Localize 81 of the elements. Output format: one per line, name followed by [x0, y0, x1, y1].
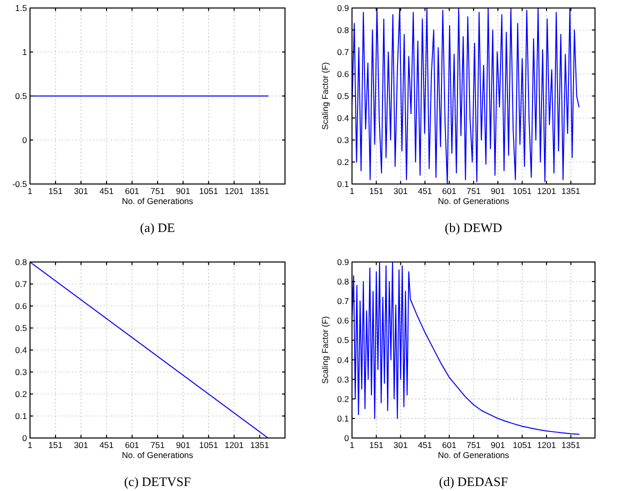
x-axis-title: No. of Generations — [438, 196, 510, 206]
x-tick-label: 301 — [74, 186, 88, 196]
line-series — [352, 8, 580, 184]
y-tick-label: 0.3 — [15, 367, 28, 377]
y-tick-label: 0.9 — [337, 3, 350, 13]
y-tick-label: 0.5 — [15, 323, 28, 333]
y-tick-label: 0 — [22, 433, 28, 443]
x-tick-label: 601 — [124, 186, 140, 196]
y-axis-title: Scaling Factor (F) — [320, 62, 330, 130]
y-tick-label: 0.8 — [337, 276, 350, 287]
line-series — [352, 262, 580, 435]
x-tick-label: 151 — [48, 186, 63, 196]
y-tick-label: 0.5 — [337, 335, 350, 346]
y-tick-label: 0.1 — [15, 411, 28, 421]
y-tick-label: -0.5 — [12, 179, 28, 189]
x-tick-label: 1051 — [512, 186, 532, 196]
text: (d) DEDASF — [439, 474, 508, 489]
y-tick-label: 0 — [22, 135, 28, 145]
y-tick-label: 0.4 — [15, 345, 28, 355]
x-axis-title: No. of Generations — [122, 450, 194, 460]
y-tick-label: 0.7 — [337, 47, 350, 57]
y-tick-label: 0.5 — [15, 91, 28, 101]
x-tick-label: 751 — [466, 440, 481, 450]
x-tick-label: 601 — [442, 440, 457, 450]
y-tick-label: 0.8 — [15, 257, 28, 267]
x-tick-label: 1351 — [250, 186, 270, 196]
y-tick-label: 0.8 — [337, 25, 350, 35]
x-tick-label: 151 — [48, 440, 63, 450]
text: (a) DE — [140, 220, 176, 235]
x-tick-label: 1351 — [250, 440, 270, 450]
x-tick-label: 1051 — [199, 440, 218, 450]
x-tick-label: 451 — [99, 186, 114, 196]
x-axis-title: No. of Generations — [122, 196, 194, 206]
y-tick-label: 0.7 — [337, 296, 350, 306]
x-tick-label: 451 — [418, 440, 432, 450]
x-tick-label: 901 — [490, 440, 506, 450]
text: (b) DEWD — [444, 220, 502, 235]
x-tick-label: 1051 — [512, 440, 532, 450]
y-tick-label: 1 — [22, 47, 28, 57]
y-tick-label: 0.4 — [337, 354, 350, 365]
x-tick-label: 301 — [394, 186, 408, 196]
x-axis-title: No. of Generations — [438, 450, 510, 460]
x-tick-label: 151 — [369, 186, 384, 196]
x-tick-label: 1351 — [561, 440, 581, 450]
x-tick-label: 451 — [99, 440, 114, 450]
text: (c) DETVSF — [124, 474, 191, 489]
y-tick-label: 0.6 — [337, 316, 350, 326]
x-tick-label: 301 — [394, 440, 408, 450]
x-tick-label: 901 — [490, 186, 506, 196]
y-axis-title: Scaling Factor (F) — [320, 316, 330, 384]
x-tick-label: 1201 — [224, 186, 244, 196]
x-tick-label: 751 — [466, 186, 481, 196]
y-tick-label: 1.5 — [15, 3, 28, 13]
y-tick-label: 0.6 — [337, 69, 350, 79]
y-tick-label: 0.9 — [337, 257, 350, 267]
y-tick-label: 0.2 — [15, 389, 28, 399]
y-tick-label: 0 — [344, 433, 350, 443]
x-tick-label: 751 — [150, 186, 165, 196]
y-tick-label: 0.1 — [337, 179, 350, 189]
y-tick-label: 0.6 — [15, 301, 28, 311]
y-tick-label: 0.2 — [337, 394, 350, 404]
x-tick-label: 1051 — [199, 186, 218, 196]
y-tick-label: 0.2 — [337, 157, 350, 167]
x-tick-label: 901 — [176, 186, 190, 196]
y-tick-label: 0.4 — [337, 113, 350, 123]
x-tick-label: 301 — [74, 440, 88, 450]
x-tick-label: 1351 — [561, 186, 581, 196]
x-tick-label: 1201 — [537, 440, 556, 450]
x-tick-label: 601 — [442, 186, 457, 196]
y-tick-label: 0.5 — [337, 91, 350, 101]
y-tick-label: 0.3 — [337, 135, 350, 145]
y-tick-label: 0.3 — [337, 374, 350, 384]
x-tick-label: 751 — [150, 440, 165, 450]
x-tick-label: 1201 — [537, 186, 556, 196]
x-tick-label: 1201 — [224, 440, 244, 450]
y-tick-label: 0.1 — [337, 413, 350, 424]
x-tick-label: 451 — [418, 186, 432, 196]
x-tick-label: 601 — [124, 440, 140, 450]
y-tick-label: 0.7 — [15, 279, 28, 289]
x-tick-label: 901 — [176, 440, 190, 450]
x-tick-label: 151 — [369, 440, 384, 450]
